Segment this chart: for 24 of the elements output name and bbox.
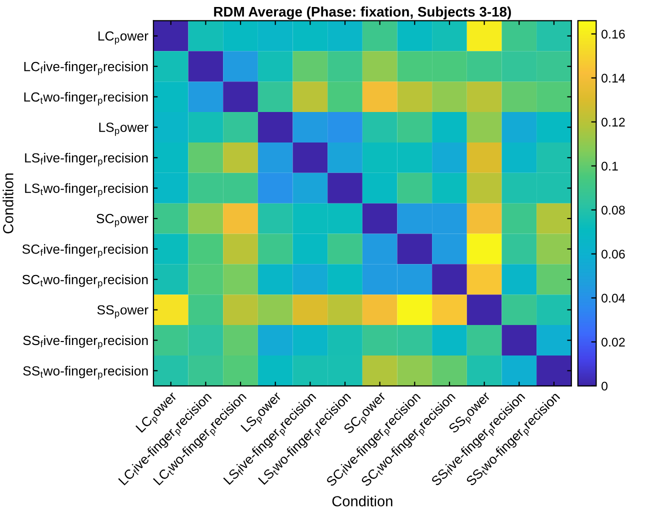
color-bar-label: 0.04 [602,294,626,303]
y-tick-label: LS$_{p}$ower [99,122,148,136]
color-bar-label: 0.12 [602,118,625,127]
y-tick-label: SC$_{p}$ower [96,214,148,228]
y-tick-label: SS$_{p}$ower [97,305,148,318]
y-tick-label: SS$_{f}$ive-finger$_{p}$recision [23,335,148,350]
y-tick-label: LS$_{f}$ive-finger$_{p}$recision [25,152,148,166]
y-tick-label: LC$_{f}$ive-finger$_{p}$recision [24,62,148,76]
y-tick-label: SC$_{f}$ive-finger$_{p}$recision [22,244,148,258]
y-tick-label: LS$_{t}$wo-finger$_{p}$recision [25,183,148,197]
y-tick-label: SC$_{t}$wo-finger$_{p}$recision [22,274,148,288]
color-bar-label: 0 [602,382,608,391]
y-tick-label: LC$_{p}$ower [98,31,148,45]
color-bar-label: 0.08 [602,206,625,215]
color-bar-label: 0.14 [602,74,626,83]
x-axis-title: Condition [332,496,392,506]
color-bar-label: 0.16 [602,30,625,39]
color-bar-label: 0.02 [602,338,625,347]
color-bar-label: 0.1 [602,162,618,171]
y-axis-title: Condition [2,173,14,234]
color-bar-label: 0.06 [602,250,625,259]
y-tick-label: SS$_{t}$wo-finger$_{p}$recision [23,366,148,380]
chart-title: RDM Average (Phase: fixation, Subjects 3-18) [214,6,511,20]
y-tick-label: LC$_{t}$wo-finger$_{p}$recision [24,92,148,106]
